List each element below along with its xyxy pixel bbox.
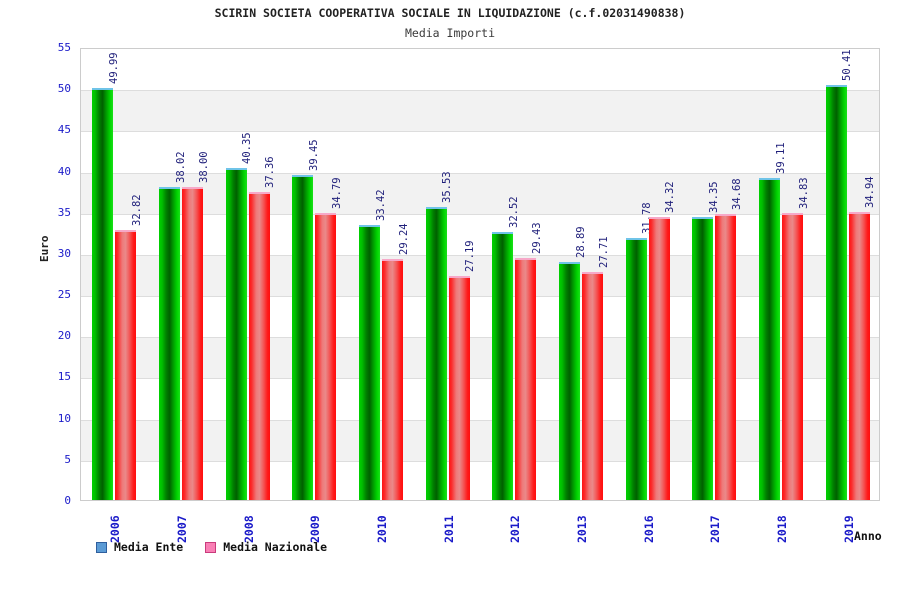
x-axis-tick-label: 2017 <box>708 515 723 543</box>
bar-media-ente[interactable] <box>292 175 314 500</box>
bar-media-nazionale[interactable] <box>448 276 470 500</box>
bar-media-ente[interactable] <box>559 262 580 500</box>
x-axis-tick-label: 2012 <box>508 515 523 543</box>
bar-value-label: 33.42 <box>374 189 387 221</box>
plot-band <box>81 254 879 297</box>
bar-value-label: 34.94 <box>864 176 877 209</box>
x-axis-tick-label: 2008 <box>241 515 256 543</box>
y-axis-tick-label: 35 <box>57 205 71 219</box>
x-axis-tick-label: 2013 <box>575 515 589 543</box>
legend-item-media-ente[interactable]: Media Ente <box>96 540 183 554</box>
bar-media-ente[interactable] <box>492 232 514 500</box>
bar-value-label: 27.71 <box>597 236 610 268</box>
bar-media-ente[interactable] <box>759 177 780 500</box>
bar-value-label: 28.89 <box>574 226 587 259</box>
y-axis-tick-label: 5 <box>64 452 71 466</box>
legend-item-label: Media Ente <box>114 540 184 554</box>
bar-value-label: 35.53 <box>441 171 454 204</box>
gridline <box>81 296 879 298</box>
y-axis-tick-label: 20 <box>57 329 71 343</box>
y-axis-tick-label: 10 <box>57 411 71 425</box>
x-axis-tick-label: 2016 <box>641 515 656 543</box>
legend-swatch-icon <box>96 541 107 553</box>
y-axis-tick-label: 30 <box>57 246 71 260</box>
y-axis-tick-label: 40 <box>57 164 71 178</box>
plot-band <box>81 419 879 461</box>
bar-value-label: 32.52 <box>507 196 520 229</box>
bar-value-label: 34.68 <box>730 178 743 211</box>
x-axis-tick-label: 2009 <box>308 515 323 543</box>
bar-value-label: 49.99 <box>107 52 120 85</box>
bar-media-ente[interactable] <box>692 217 714 500</box>
bar-media-ente[interactable] <box>359 224 380 500</box>
gridline <box>81 254 879 256</box>
bar-value-label: 32.82 <box>130 194 143 226</box>
bar-media-nazionale[interactable] <box>515 257 537 500</box>
bar-media-ente[interactable] <box>825 84 847 500</box>
x-axis-label: Anno <box>854 529 882 543</box>
x-axis-tick-label: 2018 <box>775 515 789 543</box>
bar-media-nazionale[interactable] <box>382 259 403 500</box>
bar-value-label: 34.32 <box>664 181 677 214</box>
y-axis-tick-label: 45 <box>57 123 71 137</box>
bar-media-nazionale[interactable] <box>782 213 803 500</box>
bar-value-label: 34.83 <box>797 177 810 210</box>
gridline <box>81 419 879 421</box>
bar-value-label: 38.00 <box>197 151 210 184</box>
gridline <box>81 460 879 462</box>
bar-media-nazionale[interactable] <box>715 214 737 500</box>
bar-media-nazionale[interactable] <box>582 271 603 500</box>
bar-media-ente[interactable] <box>425 207 447 500</box>
x-axis-tick-label: 2010 <box>375 515 389 543</box>
gridline <box>81 131 879 133</box>
bar-value-label: 39.45 <box>307 139 320 172</box>
bar-media-nazionale[interactable] <box>115 229 137 500</box>
chart-subtitle: Media Importi <box>404 26 495 40</box>
bar-media-ente[interactable] <box>225 167 247 500</box>
x-axis-tick-label: 2006 <box>108 515 123 543</box>
bar-media-ente[interactable] <box>625 238 647 500</box>
bar-value-label: 38.02 <box>174 151 187 183</box>
gridline <box>81 378 879 380</box>
gridline <box>81 172 879 174</box>
chart-legend: Media Ente Media Nazionale <box>96 540 327 554</box>
plot-band <box>81 90 879 132</box>
plot-area: 49.99 32.82 38.02 38.00 40.35 37.36 39.45 34.79… <box>80 48 880 501</box>
y-axis-tick-label: 50 <box>57 82 71 96</box>
x-axis-tick-label: 2011 <box>441 515 456 543</box>
gridline <box>81 90 879 92</box>
bar-value-label: 34.79 <box>330 177 343 210</box>
bar-value-label: 29.24 <box>397 223 410 256</box>
gridline <box>81 337 879 339</box>
bar-value-label: 34.35 <box>707 181 720 214</box>
bar-value-label: 39.11 <box>774 142 787 174</box>
bar-media-nazionale[interactable] <box>315 213 337 500</box>
bar-value-label: 40.35 <box>241 132 254 164</box>
legend-item-label: Media Nazionale <box>223 540 328 554</box>
legend-swatch-icon <box>205 541 217 553</box>
bar-media-nazionale[interactable] <box>648 217 670 500</box>
y-axis-tick-label: 25 <box>57 288 71 302</box>
chart-title: SCIRIN SOCIETA COOPERATIVA SOCIALE IN LI… <box>214 6 686 20</box>
legend-item-media-nazionale[interactable]: Media Nazionale <box>205 540 327 554</box>
bar-media-ente[interactable] <box>92 88 114 500</box>
bar-media-ente[interactable] <box>159 186 180 500</box>
bar-media-nazionale[interactable] <box>848 212 870 500</box>
bar-value-label: 37.36 <box>264 156 277 189</box>
y-axis-tick-label: 55 <box>57 41 71 54</box>
x-axis-tick-label: 2007 <box>175 515 189 543</box>
gridline <box>81 213 879 215</box>
bar-value-label: 50.41 <box>841 49 854 81</box>
y-axis-tick-label: 0 <box>64 494 71 507</box>
plot-band <box>81 172 879 214</box>
bar-media-nazionale[interactable] <box>248 192 270 500</box>
bar-value-label: 29.43 <box>530 221 543 254</box>
plot-band <box>81 337 879 379</box>
y-axis-tick-label: 15 <box>57 370 71 384</box>
bar-value-label: 27.19 <box>464 240 477 273</box>
bar-media-nazionale[interactable] <box>182 187 203 500</box>
